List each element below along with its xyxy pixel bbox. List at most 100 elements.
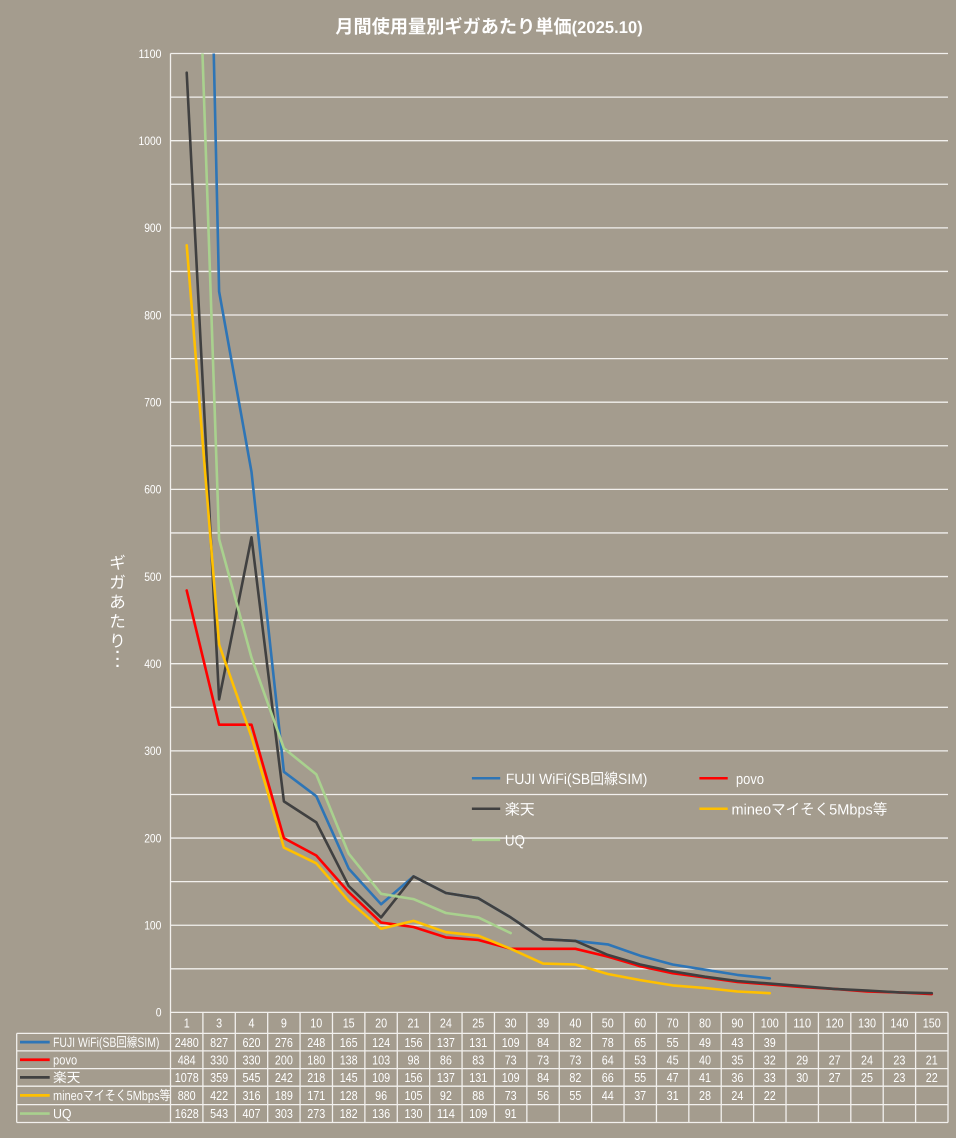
svg-text:484: 484 <box>178 1053 196 1068</box>
svg-text:276: 276 <box>275 1035 293 1050</box>
svg-text:24: 24 <box>440 1016 452 1031</box>
svg-text:50: 50 <box>602 1016 614 1031</box>
svg-text:82: 82 <box>569 1035 581 1050</box>
svg-text:41: 41 <box>699 1070 711 1085</box>
svg-text:131: 131 <box>469 1070 487 1085</box>
svg-text:130: 130 <box>405 1106 423 1121</box>
svg-text:543: 543 <box>210 1106 228 1121</box>
svg-text:140: 140 <box>890 1016 908 1031</box>
svg-text:4: 4 <box>249 1016 255 1031</box>
svg-text:84: 84 <box>537 1070 549 1085</box>
svg-text:44: 44 <box>602 1088 614 1103</box>
svg-text:96: 96 <box>375 1088 387 1103</box>
svg-text:200: 200 <box>275 1053 293 1068</box>
svg-text:827: 827 <box>210 1035 228 1050</box>
svg-text:218: 218 <box>307 1070 325 1085</box>
svg-text:25: 25 <box>861 1070 873 1085</box>
svg-text:620: 620 <box>243 1035 261 1050</box>
svg-text:2480: 2480 <box>175 1035 199 1050</box>
svg-text:21: 21 <box>408 1016 420 1031</box>
svg-text:182: 182 <box>340 1106 358 1121</box>
svg-text:56: 56 <box>537 1088 549 1103</box>
svg-text:400: 400 <box>144 657 161 671</box>
svg-text:47: 47 <box>667 1070 679 1085</box>
svg-text:21: 21 <box>926 1053 938 1068</box>
svg-text:248: 248 <box>307 1035 325 1050</box>
svg-text:880: 880 <box>178 1088 196 1103</box>
svg-text:131: 131 <box>469 1035 487 1050</box>
svg-text:150: 150 <box>923 1016 941 1031</box>
svg-text:88: 88 <box>472 1088 484 1103</box>
svg-text:316: 316 <box>243 1088 261 1103</box>
svg-text:3: 3 <box>216 1016 222 1031</box>
svg-text:109: 109 <box>372 1070 390 1085</box>
svg-text:92: 92 <box>440 1088 452 1103</box>
svg-text:37: 37 <box>634 1088 646 1103</box>
svg-text:22: 22 <box>926 1070 938 1085</box>
svg-text:30: 30 <box>796 1070 808 1085</box>
svg-text:273: 273 <box>307 1106 325 1121</box>
svg-text:109: 109 <box>502 1070 520 1085</box>
svg-text:27: 27 <box>829 1070 841 1085</box>
svg-text:500: 500 <box>144 570 161 584</box>
svg-text:189: 189 <box>275 1088 293 1103</box>
svg-text:1000: 1000 <box>139 134 162 148</box>
svg-text:39: 39 <box>764 1035 776 1050</box>
svg-text:43: 43 <box>731 1035 743 1050</box>
svg-text:64: 64 <box>602 1053 614 1068</box>
svg-text:1628: 1628 <box>175 1106 199 1121</box>
svg-text:1100: 1100 <box>139 47 162 61</box>
svg-text:73: 73 <box>505 1053 517 1068</box>
svg-text:45: 45 <box>667 1053 679 1068</box>
svg-text:78: 78 <box>602 1035 614 1050</box>
svg-text:171: 171 <box>307 1088 325 1103</box>
svg-text:422: 422 <box>210 1088 228 1103</box>
svg-text:73: 73 <box>505 1088 517 1103</box>
svg-text:66: 66 <box>602 1070 614 1085</box>
svg-text:145: 145 <box>340 1070 358 1085</box>
svg-text:545: 545 <box>243 1070 261 1085</box>
svg-text:0: 0 <box>156 1006 162 1020</box>
svg-text:9: 9 <box>281 1016 287 1031</box>
svg-text:109: 109 <box>469 1106 487 1121</box>
svg-text:303: 303 <box>275 1106 293 1121</box>
svg-text:90: 90 <box>731 1016 743 1031</box>
svg-text:49: 49 <box>699 1035 711 1050</box>
svg-text:300: 300 <box>144 744 161 758</box>
svg-text:28: 28 <box>699 1088 711 1103</box>
svg-text:137: 137 <box>437 1070 455 1085</box>
svg-text:128: 128 <box>340 1088 358 1103</box>
svg-text:86: 86 <box>440 1053 452 1068</box>
svg-text:1: 1 <box>184 1016 190 1031</box>
svg-text:23: 23 <box>893 1070 905 1085</box>
svg-text:24: 24 <box>861 1053 873 1068</box>
svg-text:330: 330 <box>243 1053 261 1068</box>
svg-text:110: 110 <box>793 1016 811 1031</box>
svg-text:25: 25 <box>472 1016 484 1031</box>
svg-text:98: 98 <box>408 1053 420 1068</box>
svg-text:120: 120 <box>826 1016 844 1031</box>
svg-text:29: 29 <box>796 1053 808 1068</box>
svg-text:32: 32 <box>764 1053 776 1068</box>
svg-text:35: 35 <box>731 1053 743 1068</box>
svg-text:136: 136 <box>372 1106 390 1121</box>
svg-text:138: 138 <box>340 1053 358 1068</box>
svg-text:33: 33 <box>764 1070 776 1085</box>
svg-text:109: 109 <box>502 1035 520 1050</box>
svg-text:30: 30 <box>505 1016 517 1031</box>
svg-text:1078: 1078 <box>175 1070 199 1085</box>
svg-text:73: 73 <box>537 1053 549 1068</box>
svg-text:36: 36 <box>731 1070 743 1085</box>
svg-text:114: 114 <box>437 1106 455 1121</box>
svg-text:137: 137 <box>437 1035 455 1050</box>
svg-text:100: 100 <box>761 1016 779 1031</box>
svg-text:10: 10 <box>310 1016 322 1031</box>
svg-text:80: 80 <box>699 1016 711 1031</box>
svg-text:55: 55 <box>569 1088 581 1103</box>
svg-text:124: 124 <box>372 1035 390 1050</box>
svg-text:20: 20 <box>375 1016 387 1031</box>
svg-text:70: 70 <box>667 1016 679 1031</box>
svg-text:83: 83 <box>472 1053 484 1068</box>
svg-text:40: 40 <box>699 1053 711 1068</box>
svg-text:105: 105 <box>405 1088 423 1103</box>
